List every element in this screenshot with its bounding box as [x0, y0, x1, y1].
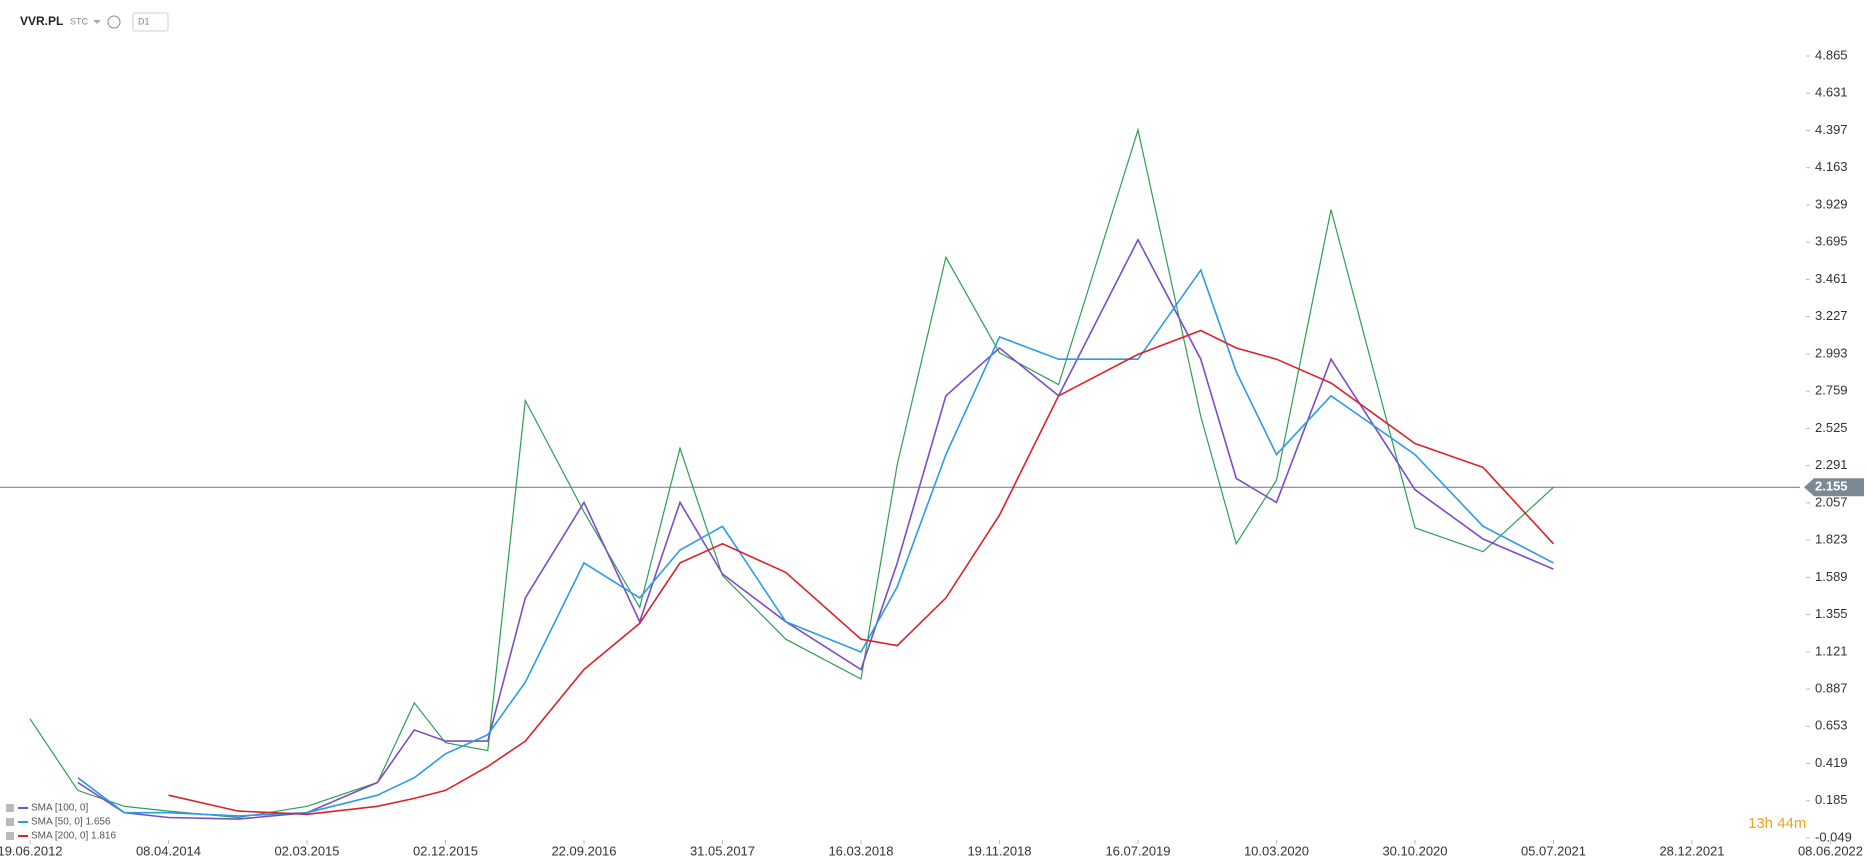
- y-tick-label: 1.121: [1815, 643, 1848, 658]
- legend-icon: [6, 804, 14, 812]
- legend-label: SMA [100, 0]: [31, 803, 88, 814]
- y-tick-label: 1.355: [1815, 606, 1848, 621]
- timer: 13h 44m: [1748, 815, 1806, 832]
- legend-icon: [6, 818, 14, 826]
- x-tick-label: 19.11.2018: [967, 843, 1031, 858]
- y-tick-label: 0.653: [1815, 718, 1848, 733]
- y-tick-label: 0.185: [1815, 792, 1848, 807]
- x-tick-label: 22.09.2016: [551, 843, 616, 858]
- x-tick-label: 02.12.2015: [413, 843, 478, 858]
- x-tick-label: 16.07.2019: [1105, 843, 1170, 858]
- x-tick-label: 28.12.2021: [1659, 843, 1724, 858]
- y-tick-label: 3.695: [1815, 234, 1848, 249]
- y-tick-label: 2.291: [1815, 457, 1848, 472]
- info-icon[interactable]: [107, 15, 121, 29]
- legend-icon: [6, 832, 14, 840]
- legend-label: SMA [200, 0] 1.816: [31, 831, 116, 842]
- current-price-box: [1804, 478, 1864, 497]
- y-tick-label: -0.049: [1815, 829, 1852, 844]
- x-tick-label: 19.06.2012: [0, 843, 63, 858]
- y-tick-label: 2.057: [1815, 494, 1848, 509]
- x-tick-label: 05.07.2021: [1521, 843, 1586, 858]
- y-tick-label: 4.631: [1815, 85, 1848, 100]
- dropdown-arrow[interactable]: [93, 20, 101, 24]
- x-tick-label: 30.10.2020: [1382, 843, 1447, 858]
- y-tick-label: 4.397: [1815, 122, 1848, 137]
- y-tick-label: 3.227: [1815, 308, 1848, 323]
- timeframe-box[interactable]: [132, 12, 169, 32]
- x-tick-label: 08.06.2022: [1798, 843, 1863, 858]
- legend-label: SMA [50, 0] 1.656: [31, 817, 111, 828]
- current-price-label: 2.155: [1815, 479, 1848, 494]
- y-tick-label: 3.929: [1815, 196, 1848, 211]
- y-tick-label: 0.419: [1815, 755, 1848, 770]
- y-tick-label: 3.461: [1815, 271, 1848, 286]
- sma-line: [77, 238, 1554, 820]
- sma-line: [168, 329, 1555, 816]
- sma-line: [77, 268, 1554, 817]
- y-tick-label: 0.887: [1815, 680, 1848, 695]
- y-tick-label: 2.759: [1815, 383, 1848, 398]
- symbol[interactable]: VVR.PL: [20, 14, 63, 28]
- y-tick-label: 4.865: [1815, 47, 1848, 62]
- x-tick-label: 31.05.2017: [690, 843, 755, 858]
- x-tick-label: 02.03.2015: [274, 843, 339, 858]
- x-tick-label: 16.03.2018: [828, 843, 893, 858]
- y-tick-label: 2.525: [1815, 420, 1848, 435]
- timeframe[interactable]: D1: [138, 16, 150, 26]
- y-tick-label: 2.993: [1815, 345, 1848, 360]
- x-tick-label: 08.04.2014: [136, 843, 201, 858]
- x-tick-label: 10.03.2020: [1244, 843, 1309, 858]
- y-tick-label: 1.823: [1815, 532, 1848, 547]
- y-tick-label: 4.163: [1815, 159, 1848, 174]
- price-line: [29, 127, 1554, 819]
- y-tick-label: 1.589: [1815, 569, 1848, 584]
- market: STC: [70, 16, 89, 26]
